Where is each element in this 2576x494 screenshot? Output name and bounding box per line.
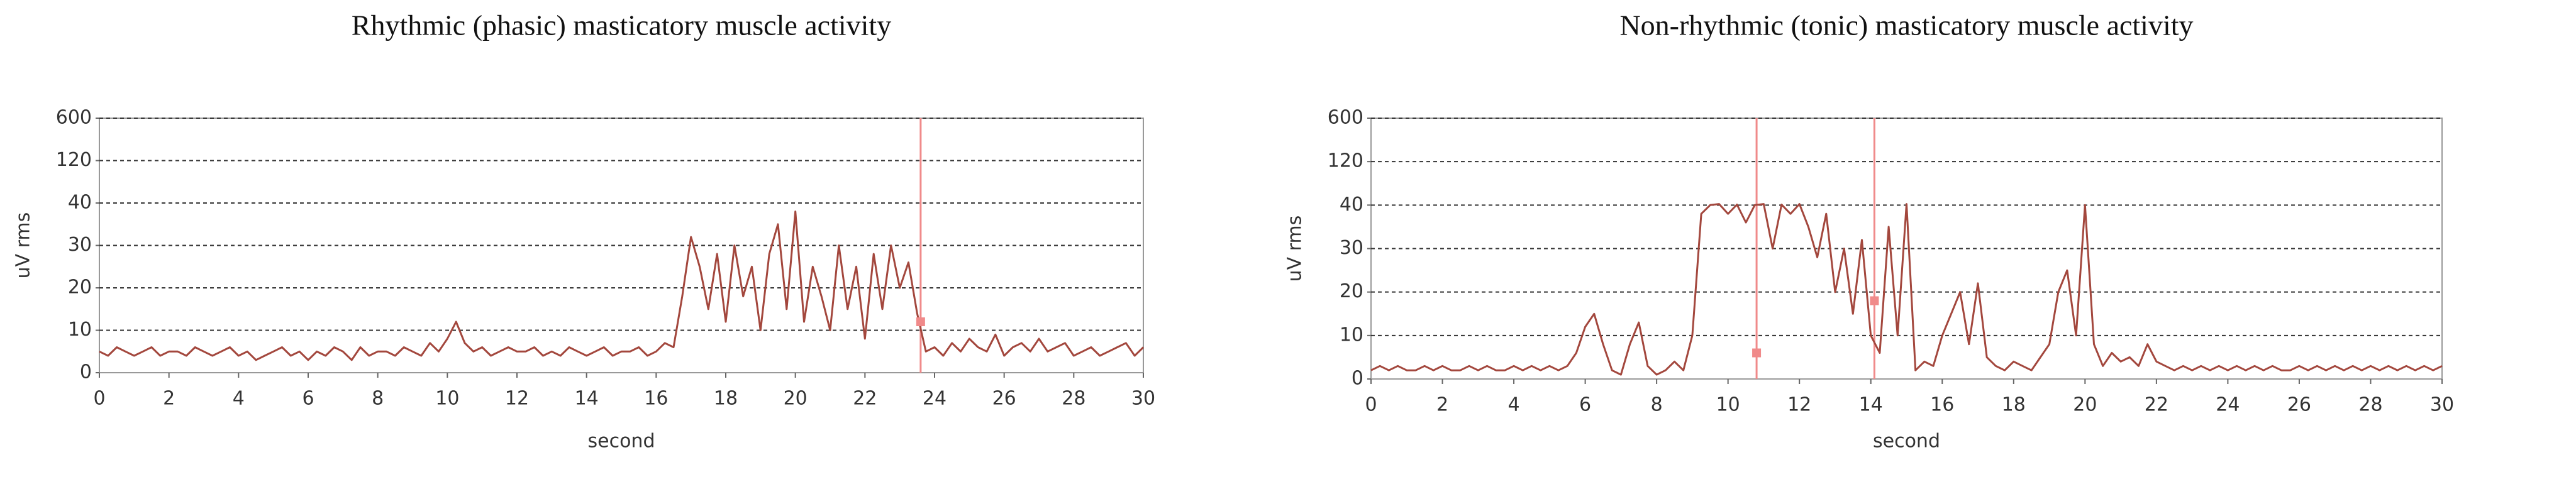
chart-panel: Rhythmic (phasic) masticatory muscle act… (13, 9, 1156, 453)
x-tick-label: 16 (644, 388, 668, 410)
x-tick-label: 20 (2073, 394, 2097, 416)
x-tick-label: 2 (163, 388, 175, 410)
y-tick-label: 120 (1328, 150, 1363, 172)
x-tick-label: 14 (1859, 394, 1883, 416)
y-tick-label: 40 (1340, 194, 1363, 216)
data-line (1370, 203, 2443, 376)
x-tick-label: 4 (1508, 394, 1520, 416)
y-tick-label: 600 (1328, 107, 1363, 129)
x-tick-label: 14 (575, 388, 599, 410)
y-tick-label: 20 (68, 277, 92, 299)
data-line (99, 211, 1145, 361)
marker-point (1870, 296, 1879, 305)
x-tick-label: 16 (1930, 394, 1954, 416)
x-tick-label: 28 (1062, 388, 1085, 410)
y-tick-label: 120 (56, 149, 92, 171)
x-tick-label: 6 (1579, 394, 1591, 416)
y-tick-label: 0 (1352, 368, 1363, 390)
x-tick-label: 10 (435, 388, 459, 410)
y-tick-label: 20 (1340, 280, 1363, 302)
x-tick-label: 12 (505, 388, 529, 410)
x-tick-label: 18 (2002, 394, 2026, 416)
x-tick-label: 8 (372, 388, 384, 410)
x-tick-label: 22 (853, 388, 877, 410)
x-tick-label: 24 (2216, 394, 2240, 416)
y-tick-label: 10 (68, 319, 92, 341)
x-tick-label: 26 (992, 388, 1016, 410)
x-tick-label: 12 (1787, 394, 1811, 416)
x-tick-label: 28 (2358, 394, 2382, 416)
x-tick-label: 24 (923, 388, 947, 410)
y-axis-label: uV rms (1284, 216, 1306, 282)
x-tick-label: 22 (2145, 394, 2168, 416)
x-tick-label: 4 (233, 388, 245, 410)
marker-point (916, 317, 925, 326)
x-tick-label: 30 (2430, 394, 2454, 416)
x-axis-label: second (588, 431, 655, 453)
x-tick-label: 20 (784, 388, 808, 410)
y-tick-label: 0 (80, 361, 92, 383)
x-tick-label: 0 (93, 388, 105, 410)
marker-point (1752, 348, 1762, 358)
x-axis-label: second (1873, 431, 1940, 453)
y-tick-label: 600 (56, 107, 92, 129)
chart-panel: Non-rhythmic (tonic) masticatory muscle … (1284, 9, 2455, 453)
x-tick-label: 0 (1365, 394, 1377, 416)
x-tick-label: 10 (1716, 394, 1740, 416)
y-tick-label: 40 (68, 192, 92, 214)
x-tick-label: 2 (1436, 394, 1448, 416)
x-tick-label: 18 (714, 388, 738, 410)
y-tick-label: 30 (1340, 237, 1363, 259)
y-tick-label: 10 (1340, 324, 1363, 346)
x-tick-label: 8 (1651, 394, 1663, 416)
x-tick-label: 30 (1131, 388, 1155, 410)
chart-title: Non-rhythmic (tonic) masticatory muscle … (1619, 9, 2193, 41)
y-axis-label: uV rms (13, 212, 35, 279)
y-tick-label: 30 (68, 234, 92, 256)
x-tick-label: 6 (302, 388, 314, 410)
x-tick-label: 26 (2287, 394, 2311, 416)
chart-title: Rhythmic (phasic) masticatory muscle act… (352, 9, 891, 41)
